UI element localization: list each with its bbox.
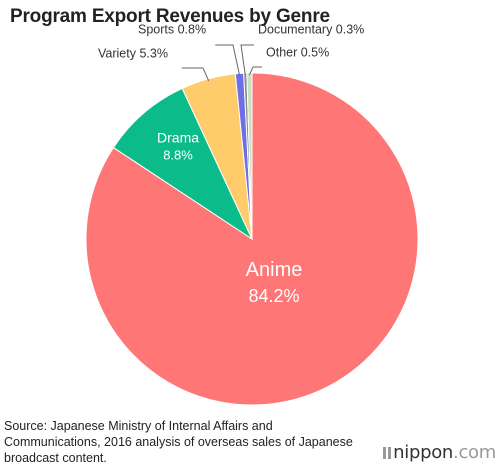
logo-mark-icon [383,447,392,459]
slice-label-drama: Drama [157,129,199,145]
pie-slice-other [246,72,253,240]
leader-line-variety [181,67,210,82]
slice-label-other: Other 0.5% [266,45,329,59]
slice-value-anime: 84.2% [249,286,300,306]
slice-label-variety: Variety 5.3% [98,46,168,60]
logo-suffix: .com [453,442,496,463]
leader-line-documentary [240,44,254,76]
slice-label-sports: Sports 0.8% [138,22,206,36]
leader-line-other [248,66,262,76]
leader-line-sports [215,44,241,76]
pie-slice-anime [85,72,419,406]
slice-label-anime: Anime [246,259,303,281]
slice-label-documentary: Documentary 0.3% [258,22,364,36]
slice-value-drama: 8.8% [163,147,193,162]
nippon-logo: nippon.com [383,442,496,463]
source-note: Source: Japanese Ministry of Internal Af… [4,419,353,465]
pie-slice-drama [112,87,254,241]
chart-title: Program Export Revenues by Genre [10,6,330,27]
logo-name: nippon [393,442,454,463]
